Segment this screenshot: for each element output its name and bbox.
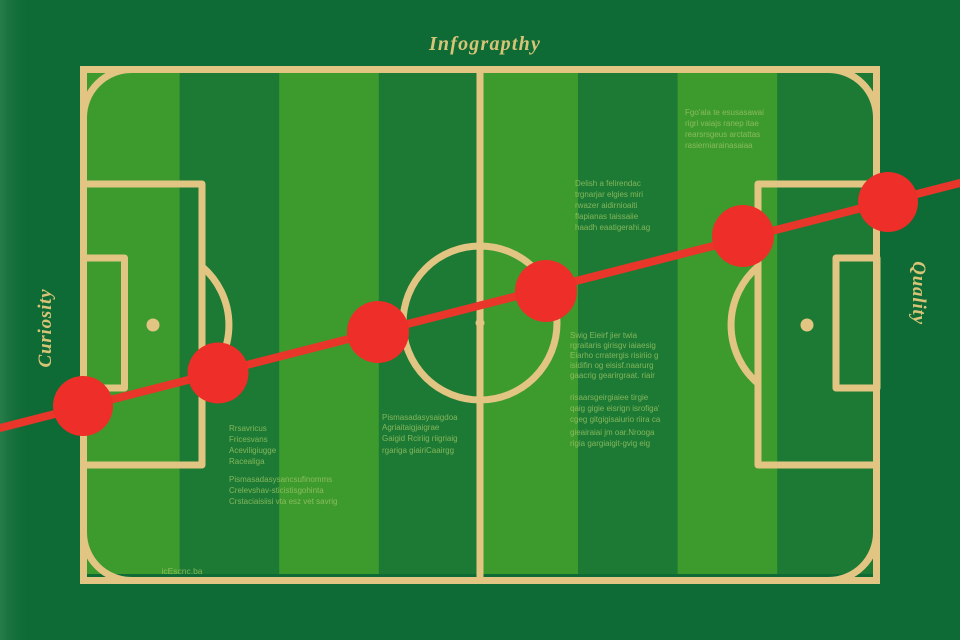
svg-text:Crelevshav-sticistisgohinta: Crelevshav-sticistisgohinta xyxy=(229,486,324,495)
svg-text:Curiosity: Curiosity xyxy=(35,289,56,368)
svg-text:Delish a felirendac: Delish a felirendac xyxy=(575,179,641,188)
svg-text:rgraitaris girisgv iaiaesig: rgraitaris girisgv iaiaesig xyxy=(570,341,656,350)
svg-text:Crstaciaisiisi vta esz vet sav: Crstaciaisiisi vta esz vet savrig xyxy=(229,497,337,506)
svg-text:rwazer aidirnioaiti: rwazer aidirnioaiti xyxy=(575,201,637,210)
svg-text:Swig Eieirf jier twia: Swig Eieirf jier twia xyxy=(570,331,638,340)
svg-text:qaig gigie eisrign isrofiga': qaig gigie eisrign isrofiga' xyxy=(570,404,660,413)
svg-text:Aceviligiugge: Aceviligiugge xyxy=(229,446,277,455)
svg-text:trgnarjar elgies miri: trgnarjar elgies miri xyxy=(575,190,643,199)
svg-text:isidifin og eisisf.naarurg: isidifin og eisisf.naarurg xyxy=(570,361,654,370)
svg-text:cgeg gitgigisaiurio riira ca: cgeg gitgigisaiurio riira ca xyxy=(570,415,661,424)
svg-text:rigia gargiaigit-gvig eig: rigia gargiaigit-gvig eig xyxy=(570,439,650,448)
svg-text:rgariga giairiCaairgg: rgariga giairiCaairgg xyxy=(382,446,454,455)
svg-text:Agriaitaigjaigrae: Agriaitaigjaigrae xyxy=(382,423,440,432)
svg-text:icEscnc.ba: icEscnc.ba xyxy=(161,566,202,576)
svg-text:Pismasadasysaigdoa: Pismasadasysaigdoa xyxy=(382,413,458,422)
svg-text:Quality: Quality xyxy=(908,261,929,325)
svg-text:Fgo'ala te esusasawai: Fgo'ala te esusasawai xyxy=(685,108,764,117)
svg-text:Gaigid Rciriig riigriaig: Gaigid Rciriig riigriaig xyxy=(382,434,458,443)
svg-text:Eiarho crratergis risiriio g: Eiarho crratergis risiriio g xyxy=(570,351,658,360)
svg-text:risaarsgeirgiaiee tirgie: risaarsgeirgiaiee tirgie xyxy=(570,393,649,402)
svg-text:haadh eaatigerahi.ag: haadh eaatigerahi.ag xyxy=(575,223,650,232)
svg-text:Racealiga: Racealiga xyxy=(229,457,265,466)
svg-text:rearsrsgeus arctattas: rearsrsgeus arctattas xyxy=(685,130,760,139)
svg-text:Pismasadasysancsufinomms: Pismasadasysancsufinomms xyxy=(229,475,332,484)
svg-text:rigri vaiajs ranep itae: rigri vaiajs ranep itae xyxy=(685,119,759,128)
svg-text:Fricesvans: Fricesvans xyxy=(229,435,268,444)
svg-text:gieairaiai jm oar.Nrooga: gieairaiai jm oar.Nrooga xyxy=(570,428,655,437)
svg-text:Infograpthy: Infograpthy xyxy=(428,33,541,55)
svg-text:gaacrig gearirgraat. riair: gaacrig gearirgraat. riair xyxy=(570,371,655,380)
svg-text:Rrsavricus: Rrsavricus xyxy=(229,424,267,433)
svg-text:rasierniarainasaiaa: rasierniarainasaiaa xyxy=(685,141,753,150)
svg-text:flapianas taissaiie: flapianas taissaiie xyxy=(575,212,639,221)
